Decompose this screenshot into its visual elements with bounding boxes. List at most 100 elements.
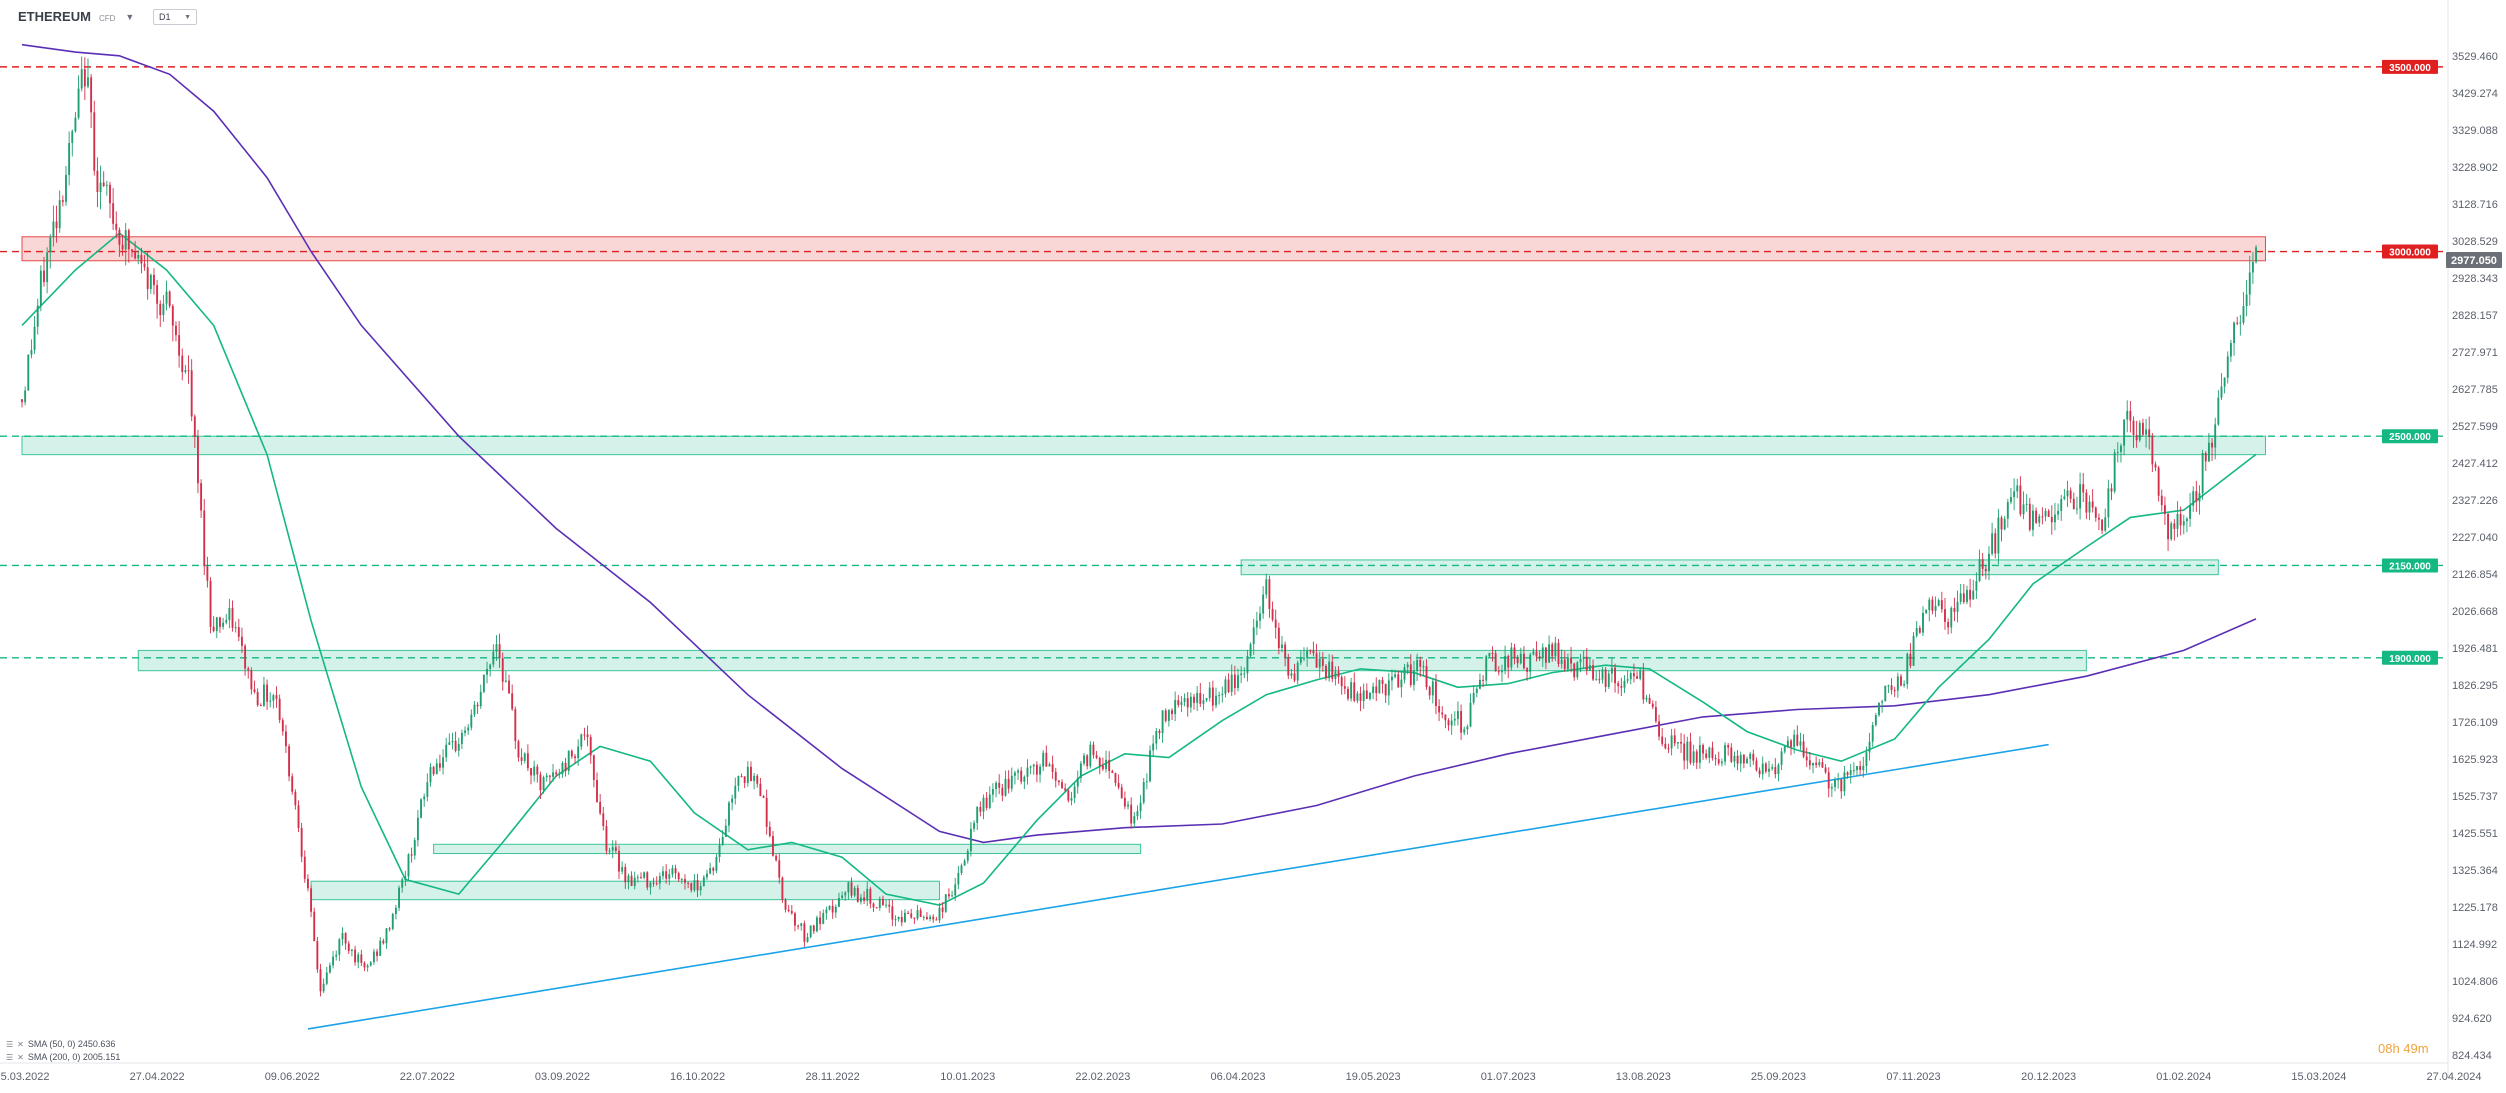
- candle-body-498: [1585, 656, 1588, 671]
- candle-body-627: [1991, 533, 1994, 554]
- candle-body-260: [838, 897, 840, 907]
- candle-body-501: [1595, 679, 1598, 681]
- candle-body-582: [1849, 770, 1852, 775]
- candle-body-629: [1997, 517, 2000, 554]
- x-tick-label-14: 07.11.2023: [1886, 1071, 1940, 1083]
- candle-body-201: [652, 882, 655, 884]
- candle-body-96: [322, 983, 325, 992]
- current-price-bg: [2446, 252, 2502, 269]
- candle-body-163: [533, 766, 536, 776]
- candle-body-649: [2060, 499, 2063, 511]
- x-tick-label-5: 16.10.2022: [670, 1071, 725, 1083]
- candle-body-384: [1227, 679, 1230, 693]
- x-tick-label-2: 09.06.2022: [265, 1071, 320, 1083]
- candle-body-305: [979, 807, 982, 812]
- close-icon[interactable]: ✕: [17, 1052, 24, 1062]
- y-tick-label-15: 2026.668: [2452, 606, 2498, 618]
- candle-body-87: [294, 791, 297, 806]
- candle-body-330: [1057, 780, 1060, 783]
- candle-body-635: [2016, 485, 2019, 492]
- candle-body-287: [922, 916, 925, 918]
- x-tick-label-8: 22.02.2023: [1075, 1071, 1130, 1083]
- chevron-down-icon[interactable]: ▼: [125, 11, 135, 22]
- candle-body-125: [413, 840, 416, 856]
- candle-body-618: [1962, 593, 1965, 602]
- candle-body-317: [1017, 770, 1019, 773]
- candle-body-176: [574, 756, 576, 759]
- candle-body-671: [2129, 410, 2132, 421]
- candle-body-606: [1925, 610, 1928, 613]
- candle-body-369: [1180, 701, 1183, 705]
- close-icon[interactable]: ✕: [17, 1039, 24, 1049]
- candle-body-310: [995, 782, 997, 789]
- y-tick-label-27: 824.434: [2452, 1050, 2492, 1062]
- candle-body-97: [325, 972, 328, 984]
- candle-body-437: [1394, 674, 1397, 677]
- settings-icon[interactable]: ☰: [6, 1052, 14, 1062]
- candle-body-198: [643, 872, 646, 878]
- candle-body-281: [903, 912, 906, 923]
- candle-body-529: [1683, 743, 1686, 761]
- candle-body-49: [175, 325, 177, 336]
- candle-body-470: [1497, 671, 1500, 673]
- candle-body-493: [1570, 657, 1573, 664]
- candle-body-220: [712, 868, 715, 871]
- timeframe-select[interactable]: D1 ▼: [153, 9, 197, 25]
- candle-body-27: [105, 184, 108, 186]
- candle-body-227: [734, 785, 737, 799]
- candle-body-508: [1617, 683, 1620, 687]
- y-tick-label-2: 3329.088: [2452, 125, 2498, 137]
- candle-body-705: [2236, 322, 2239, 324]
- candle-body-149: [489, 664, 492, 669]
- level-tag-1: 3000.000: [2389, 248, 2431, 259]
- candle-body-587: [1865, 752, 1868, 766]
- candle-body-334: [1070, 797, 1073, 801]
- candle-body-178: [580, 734, 583, 747]
- candle-body-708: [2245, 294, 2248, 307]
- candle-body-407: [1299, 658, 1302, 663]
- candle-body-532: [1692, 751, 1695, 763]
- indicator-legend-sma200[interactable]: ☰ ✕ SMA (200, 0) 2005.151: [6, 1052, 120, 1062]
- candle-body-568: [1805, 756, 1808, 761]
- candle-body-355: [1136, 811, 1139, 817]
- candle-body-32: [121, 244, 124, 250]
- candle-body-264: [850, 882, 853, 896]
- candle-body-126: [416, 817, 419, 841]
- candle-body-622: [1975, 581, 1978, 591]
- candle-body-276: [888, 904, 891, 907]
- candle-body-76: [259, 705, 262, 707]
- indicator-legend-sma50[interactable]: ☰ ✕ SMA (50, 0) 2450.636: [6, 1039, 115, 1049]
- candle-body-218: [706, 873, 708, 878]
- candle-body-333: [1067, 790, 1070, 801]
- candle-body-79: [269, 700, 272, 702]
- candle-body-707: [2242, 306, 2245, 323]
- candle-body-262: [844, 892, 847, 896]
- candle-body-282: [907, 912, 910, 914]
- candle-body-105: [350, 949, 353, 951]
- candle-body-351: [1123, 798, 1126, 807]
- candle-body-31: [118, 229, 121, 245]
- candle-body-74: [253, 689, 256, 693]
- candle-body-68: [234, 627, 237, 629]
- candle-body-711: [2255, 247, 2257, 263]
- candle-body-230: [743, 776, 746, 784]
- candle-body-320: [1026, 767, 1029, 777]
- candle-body-585: [1859, 766, 1862, 771]
- candle-body-298: [957, 872, 960, 885]
- candle-body-661: [2097, 517, 2100, 520]
- candle-body-670: [2126, 410, 2129, 420]
- candle-body-20: [83, 69, 86, 87]
- settings-icon[interactable]: ☰: [6, 1039, 14, 1049]
- candle-body-533: [1695, 751, 1698, 763]
- candle-body-24: [96, 170, 99, 192]
- candle-body-421: [1343, 686, 1346, 689]
- candle-body-665: [2110, 488, 2113, 492]
- candle-body-450: [1435, 681, 1437, 707]
- candle-body-475: [1513, 647, 1516, 658]
- candle-body-547: [1739, 754, 1742, 764]
- candle-body-394: [1259, 613, 1261, 621]
- candle-body-510: [1623, 680, 1626, 688]
- candle-body-526: [1673, 735, 1676, 744]
- instrument-header[interactable]: ETHEREUM CFD ▼: [18, 9, 134, 24]
